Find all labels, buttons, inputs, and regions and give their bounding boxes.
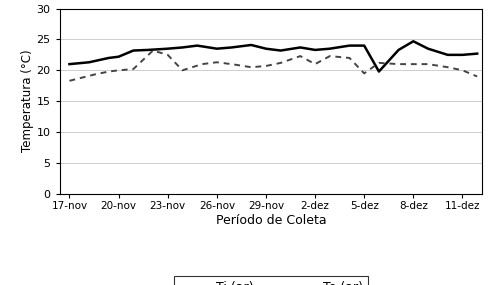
Ti (ar): [165, 47, 170, 50]
Ti (ar): [327, 47, 333, 50]
Te (ar): [263, 64, 269, 68]
Te (ar): [179, 69, 185, 72]
Te (ar): [165, 53, 170, 56]
Te (ar): [116, 69, 122, 72]
Ti (ar): [179, 46, 185, 49]
X-axis label: Período de Coleta: Período de Coleta: [216, 213, 326, 227]
Te (ar): [312, 62, 318, 66]
Te (ar): [445, 66, 451, 69]
Te (ar): [346, 56, 352, 60]
Ti (ar): [278, 49, 284, 52]
Ti (ar): [376, 70, 382, 73]
Ti (ar): [229, 46, 235, 49]
Te (ar): [91, 73, 97, 76]
Ti (ar): [248, 43, 254, 47]
Te (ar): [130, 67, 136, 71]
Te (ar): [214, 61, 220, 64]
Line: Te (ar): Te (ar): [70, 50, 477, 81]
Ti (ar): [214, 47, 220, 50]
Ti (ar): [445, 53, 451, 56]
Line: Ti (ar): Ti (ar): [70, 41, 477, 72]
Ti (ar): [106, 56, 112, 60]
Te (ar): [425, 62, 431, 66]
Te (ar): [411, 62, 416, 66]
Ti (ar): [411, 40, 416, 43]
Ti (ar): [361, 44, 367, 47]
Ti (ar): [194, 44, 200, 47]
Ti (ar): [67, 62, 73, 66]
Ti (ar): [86, 61, 92, 64]
Ti (ar): [425, 47, 431, 50]
Te (ar): [79, 76, 84, 80]
Legend: Ti (ar), Te (ar): Ti (ar), Te (ar): [174, 276, 368, 285]
Ti (ar): [130, 49, 136, 52]
Ti (ar): [145, 48, 151, 52]
Ti (ar): [116, 55, 122, 58]
Te (ar): [376, 61, 382, 65]
Te (ar): [361, 72, 367, 75]
Te (ar): [248, 66, 254, 69]
Ti (ar): [297, 46, 303, 49]
Ti (ar): [312, 48, 318, 52]
Ti (ar): [474, 52, 480, 55]
Te (ar): [327, 54, 333, 58]
Te (ar): [474, 75, 480, 78]
Te (ar): [229, 62, 235, 66]
Ti (ar): [396, 48, 402, 52]
Te (ar): [67, 79, 73, 83]
Te (ar): [199, 62, 205, 66]
Te (ar): [106, 70, 112, 73]
Ti (ar): [346, 44, 352, 47]
Te (ar): [396, 62, 402, 66]
Te (ar): [150, 49, 156, 52]
Te (ar): [278, 61, 284, 65]
Te (ar): [297, 54, 303, 58]
Y-axis label: Temperatura (°C): Temperatura (°C): [21, 50, 34, 152]
Ti (ar): [263, 47, 269, 50]
Ti (ar): [459, 53, 465, 56]
Te (ar): [459, 69, 465, 72]
